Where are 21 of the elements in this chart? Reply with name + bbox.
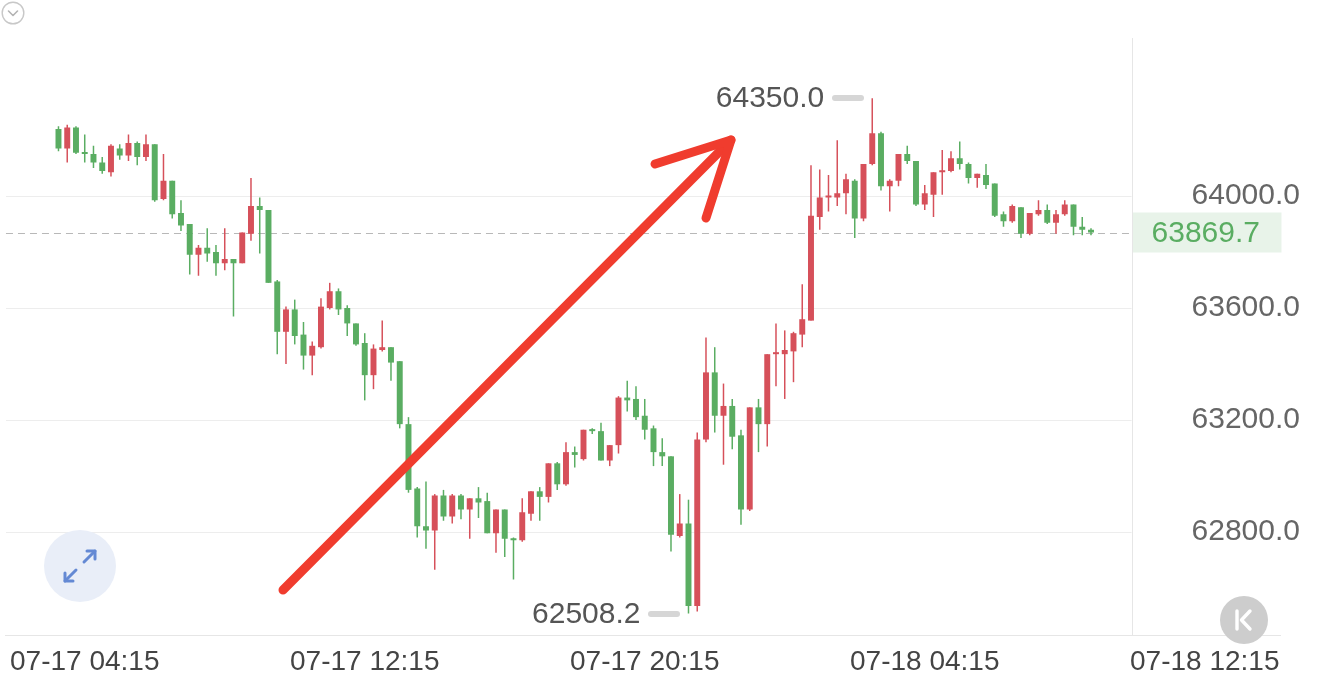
candlestick (379, 320, 386, 352)
candlestick (659, 438, 666, 467)
x-tick-label: 07-18 12:15 (1130, 644, 1280, 676)
x-tick-label: 07-17 20:15 (570, 644, 720, 676)
candlestick (589, 428, 596, 434)
x-tick-label: 07-18 04:15 (850, 644, 1000, 676)
y-tick-label: 62800.0 (1191, 513, 1300, 547)
x-tick-label: 07-17 12:15 (290, 644, 440, 676)
candlestick (834, 140, 841, 206)
annotation: 62508.2 (532, 595, 641, 629)
x-tick-label: 07-17 04:15 (10, 644, 160, 676)
candlestick (204, 228, 211, 262)
y-tick-label: 64000.0 (1191, 177, 1300, 211)
y-tick-label: 63600.0 (1191, 289, 1300, 323)
candlestick (309, 341, 316, 376)
candlestick (799, 284, 806, 348)
annotation: 64350.0 (715, 80, 825, 114)
candlestick (423, 481, 429, 549)
candlestick (773, 323, 779, 387)
y-tick-label: 63200.0 (1191, 401, 1300, 435)
ref-line-label: 63869.7 (1151, 214, 1260, 248)
